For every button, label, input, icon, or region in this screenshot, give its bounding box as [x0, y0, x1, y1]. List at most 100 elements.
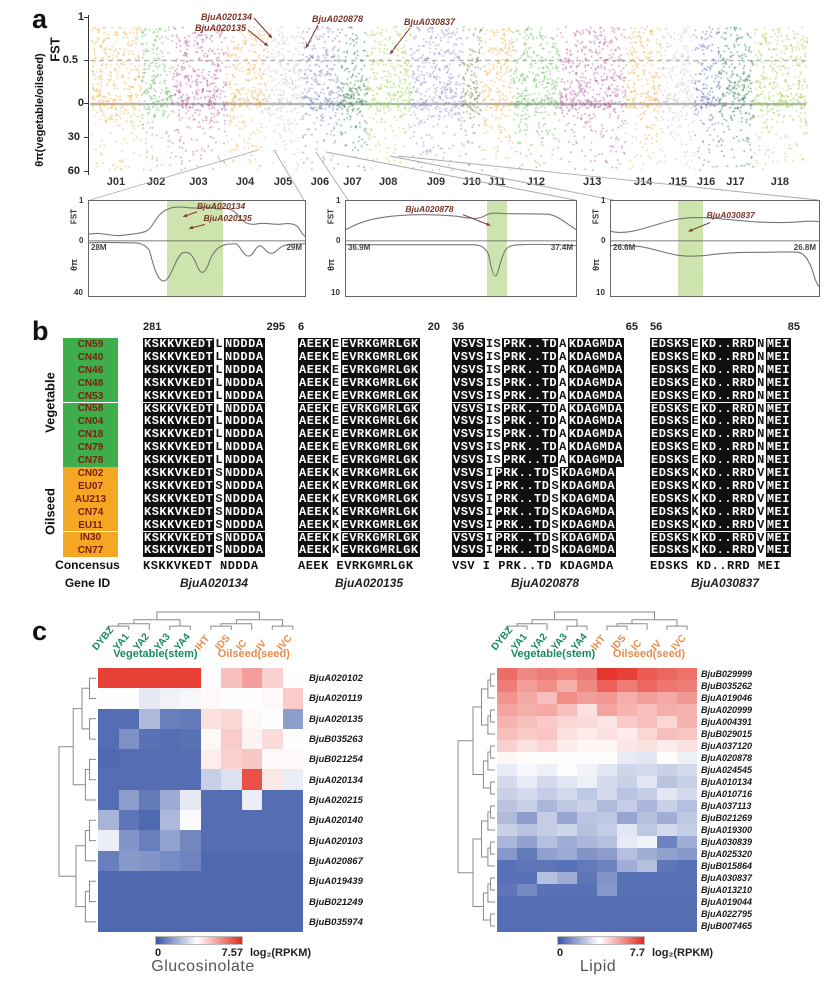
variant-residue: E [690, 362, 701, 377]
heatmap-gene-label: BjuB007465 [701, 921, 753, 931]
alignment-row: VSVS I PRK..TD S KDAGMDA [452, 467, 617, 480]
variant-residue: S [550, 478, 561, 493]
heatmap-cell [497, 740, 517, 752]
heatmap-cell [497, 800, 517, 812]
variant-residue: L [214, 337, 225, 351]
arrowhead [189, 225, 194, 230]
heatmap-cell [200, 749, 221, 770]
heatmap-cell [617, 884, 637, 896]
heatmap-cell [517, 920, 537, 932]
variant-residue: IS [484, 388, 503, 403]
heatmap-gene-label: BjuA020867 [309, 855, 363, 867]
heatmap-cell [517, 800, 537, 812]
heatmap-cell [200, 870, 221, 892]
heatmap-cell [577, 776, 597, 788]
heatmap-cell [221, 870, 242, 892]
sequence-segment: KDAGMDA [560, 504, 617, 519]
alignment-row: KSKKVKEDT L NDDDA [143, 401, 265, 416]
heatmap-cell [98, 870, 119, 892]
variant-residue: L [214, 362, 225, 377]
heatmap-cell [159, 830, 180, 851]
sequence-segment: AEEK [298, 517, 331, 532]
heatmap-cell [262, 870, 283, 892]
sequence-segment: KSKKVKEDT [143, 504, 215, 519]
variant-residue: E [330, 414, 341, 429]
sequence-segment: EDSKS [650, 543, 691, 558]
variant-residue: E [330, 375, 341, 390]
heatmap-grid [497, 668, 697, 932]
sequence-segment: AEEK [298, 453, 331, 468]
heatmap-cell [497, 668, 517, 680]
heatmap-gene-label: BjuA020878 [701, 753, 753, 763]
variant-residue: E [330, 453, 341, 468]
alignment-row: KSKKVKEDT S NDDDA [143, 492, 265, 506]
sequence-segment: EVRKGMRLGK [340, 375, 420, 390]
variant-residue: IS [484, 427, 503, 442]
heatmap-cell [537, 692, 557, 704]
heatmap-cell [98, 850, 119, 871]
heatmap-cell [282, 870, 303, 892]
variant-residue: A [558, 349, 568, 364]
sequence-segment: EVRKGMRLGK [340, 478, 420, 493]
heatmap-cell [98, 830, 119, 851]
variant-residue: K [330, 491, 341, 506]
sequence-segment: NDDDA [224, 414, 265, 429]
heatmap-cell [98, 911, 119, 932]
alignment-row: EDSKS E KD..RRD N MEI [650, 375, 791, 390]
inset-fst-label: FST [591, 208, 601, 225]
chromosome-label: J01 [106, 176, 126, 188]
sequence-segment: VSVS [452, 362, 485, 377]
heatmap-gene-label: BjuA020134 [309, 774, 363, 786]
heatmap-cell [577, 872, 597, 884]
heatmap-cell [657, 860, 677, 872]
alignment-row: KSKKVKEDT S NDDDA [143, 518, 265, 532]
heatmap-gene-label: BjuA013210 [701, 885, 753, 895]
heatmap-cell [597, 668, 617, 680]
variant-residue: V [756, 478, 766, 493]
heatmap-cell [557, 884, 577, 896]
heatmap-cell [617, 824, 637, 836]
heatmap-cell [677, 884, 697, 896]
line [325, 151, 576, 201]
heatmap-cell [597, 824, 617, 836]
sequence-segment: AEEK [298, 440, 331, 455]
heatmap-cell [159, 708, 180, 729]
scale-min: 0 [557, 947, 564, 959]
inset-gene-arrows [688, 222, 711, 232]
sequence-segment: KSKKVKEDT [143, 453, 215, 468]
heatmap-cell [637, 848, 657, 860]
heatmap-cell [497, 812, 517, 824]
heatmap-cell [577, 860, 597, 872]
heatmap-cell [557, 860, 577, 872]
heatmap-cell [282, 749, 303, 770]
heatmap-cell [577, 728, 597, 740]
sequence-segment: KSKKVKEDT [143, 388, 215, 403]
heatmap-cell [557, 800, 577, 812]
heatmap-cell [597, 836, 617, 848]
chromosome-label: J18 [770, 176, 790, 188]
sequence-segment: EVRKGMRLGK [340, 362, 420, 377]
heatmap-gene-label: BjuA024545 [701, 765, 753, 775]
inset-curves [346, 201, 576, 296]
sequence-segment: PRK..TD [502, 401, 559, 416]
sequence-segment: EVRKGMRLGK [340, 504, 420, 519]
sequence-segment: PRK..TD [502, 388, 559, 403]
heatmap-cell [617, 896, 637, 908]
heatmap-cell [617, 776, 637, 788]
heatmap-cell [200, 891, 221, 912]
heatmap-cell [118, 769, 139, 790]
variant-residue: E [330, 388, 341, 403]
sequence-segment: AEEK [298, 388, 331, 403]
sequence-segment: EVRKGMRLGK [340, 466, 420, 480]
heatmap-cell [282, 891, 303, 912]
heatmap-gene-label: BjuA030839 [701, 837, 753, 847]
sequence-segment: NDDDA [224, 401, 265, 416]
heatmap-cell [597, 788, 617, 800]
axis-tick: 60 [67, 165, 80, 177]
inset-gene-label: BjuA030837 [706, 210, 755, 220]
sequence-segment: NDDDA [224, 349, 265, 364]
heatmap-cell [139, 749, 160, 770]
sequence-segment: KD..RRD [700, 375, 757, 390]
sequence-segment: AEEK [298, 478, 331, 493]
heatmap-cell [677, 800, 697, 812]
